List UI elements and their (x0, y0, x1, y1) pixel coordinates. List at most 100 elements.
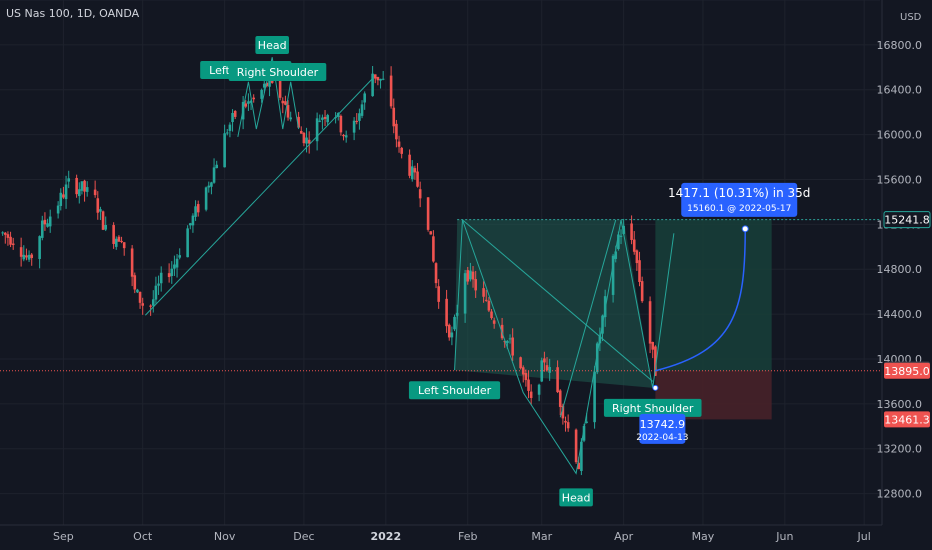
time-axis[interactable]: Sep Oct Nov Dec 2022 Feb Mar Apr May Jun Jul (0, 524, 932, 550)
candle-body (432, 236, 435, 262)
candle-body (632, 239, 636, 252)
trend-line (462, 219, 654, 382)
candle-body (228, 124, 232, 131)
candle-body (244, 103, 248, 107)
price-axis[interactable]: 12800.013200.013600.014000.014400.014800… (877, 0, 932, 550)
candle-body (101, 211, 105, 230)
candle-body (593, 371, 596, 423)
pattern-label-right-shoulder: Right Shoulder (612, 402, 694, 415)
candle-body (437, 286, 440, 302)
candle-body (207, 185, 211, 188)
candle-body (434, 263, 438, 284)
candle-body (540, 360, 544, 382)
candle-body (482, 288, 485, 297)
candle-body (262, 83, 266, 88)
price-tag-bg (884, 362, 930, 379)
price-tag-bg (884, 411, 930, 428)
candle-body (48, 216, 52, 227)
pattern-label-left-shoulder-bg (408, 381, 501, 400)
candle-body (619, 235, 623, 237)
candle-body (260, 89, 263, 99)
pattern-label-top-right-shoulder: Right Shoulder (237, 66, 319, 79)
candle-body (233, 110, 237, 117)
candle-body (556, 367, 559, 393)
candle-body (548, 367, 551, 373)
candle-body (114, 238, 118, 247)
time-tick-label: Jul (857, 530, 871, 543)
candle-body (22, 254, 26, 260)
candle-body (151, 299, 155, 306)
candle-body (392, 107, 396, 127)
candle-body (96, 198, 100, 213)
candle-body (585, 421, 588, 423)
candle-body (265, 82, 269, 86)
candle-body (580, 441, 583, 471)
candle-body (318, 120, 322, 122)
pattern-label-head: Head (562, 491, 591, 504)
candle-body (83, 180, 86, 192)
candle-body (286, 105, 290, 118)
pattern-fill (454, 219, 653, 388)
candle-body (638, 260, 641, 282)
candle-body (133, 275, 137, 290)
candle-body (136, 289, 139, 293)
candle-body (564, 420, 567, 423)
price-axis-background (882, 0, 932, 550)
candle-body (416, 171, 419, 187)
candle-body (630, 223, 633, 240)
candle-body (62, 194, 65, 198)
candle-body (75, 177, 78, 195)
projection-box (681, 182, 798, 217)
candle-body (506, 340, 509, 344)
candle-body (104, 224, 108, 230)
candle-body (157, 283, 160, 286)
projection-curve (655, 228, 746, 372)
candle-body (167, 273, 171, 278)
candle-body (511, 337, 514, 356)
pattern-label-top-head: Head (258, 39, 287, 52)
candle-body (429, 231, 433, 235)
candle-body (363, 93, 366, 103)
candle-body (299, 130, 303, 134)
candle-body (529, 391, 533, 398)
price-tag-bg (883, 211, 931, 229)
low-marker-value: 13742.9 (640, 418, 686, 431)
low-marker-dot (652, 384, 659, 391)
time-tick-label: Dec (293, 530, 314, 543)
candle-body (466, 270, 470, 282)
candle-body (508, 338, 512, 340)
pattern-label-top-head-bg (255, 36, 289, 54)
candle-body (471, 271, 475, 280)
candle-body (376, 77, 380, 81)
candle-body (67, 178, 71, 182)
candle-body (400, 147, 403, 154)
currency-label: USD (900, 12, 922, 23)
pattern-label-top-right-shoulder-bg (228, 63, 327, 81)
candle-body (40, 220, 44, 238)
candle-body (93, 189, 97, 196)
pattern-label-left-shoulder: Left Shoulder (418, 384, 492, 397)
projection-endpoint (741, 225, 749, 233)
candle-body (617, 234, 620, 250)
time-tick-label: Apr (614, 530, 634, 543)
candle-body (413, 168, 417, 173)
candle-body (297, 116, 300, 128)
time-tick-label: Sep (53, 530, 74, 543)
price-tick-label: 14800.0 (877, 263, 923, 276)
candle-body (371, 73, 374, 97)
candle-body (212, 167, 216, 183)
candle-body (178, 255, 181, 258)
candle-body (1, 232, 4, 234)
candle-body (281, 100, 285, 104)
candle-body (484, 299, 488, 301)
candle-body (38, 236, 41, 259)
price-tag-label: 15241.8 (884, 214, 930, 227)
candle-body (130, 248, 134, 277)
candle-body (194, 206, 197, 217)
candle-body (9, 236, 12, 245)
candle-body (614, 251, 618, 259)
candle-body (410, 166, 414, 180)
pattern-label-head-bg (559, 488, 593, 507)
